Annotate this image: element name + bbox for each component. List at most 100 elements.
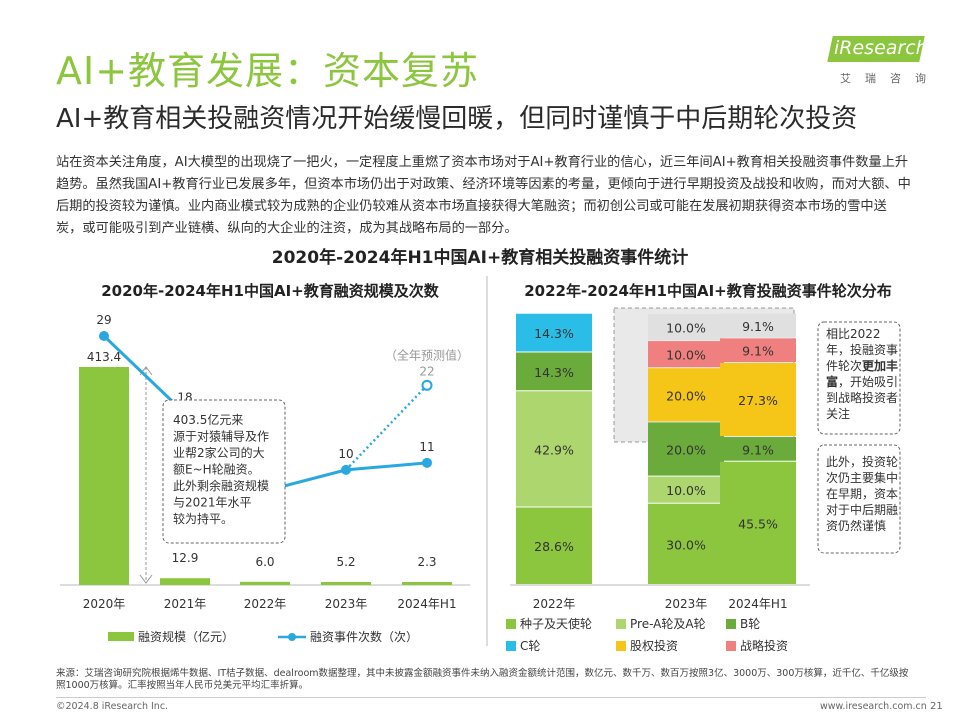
events-point — [422, 457, 432, 468]
callout-2-text: 在早期，资本 — [826, 487, 898, 501]
stacked-segment — [720, 338, 796, 363]
left-chart: 413.4 2020年 12.9 2021年 6.0 2022年 5.2 2023年 2.3 20… — [60, 313, 470, 644]
copyright: ©2024.8 iResearch Inc. — [56, 701, 169, 712]
funding-bar-label: 413.4 — [87, 350, 121, 364]
forecast-line — [345, 384, 428, 471]
segment-label: 14.3% — [534, 326, 574, 341]
events-point — [99, 331, 109, 341]
annotation-text: 源于对猿辅导及作 — [173, 429, 269, 444]
legend-point-events — [288, 633, 296, 641]
x-tick-label: 2022年 — [244, 597, 287, 611]
stacked-segment — [516, 391, 592, 507]
chart-divider — [486, 276, 488, 646]
callout-1-text: 到战略投资者 — [826, 390, 898, 405]
callout-2-text: 次仍主要集中 — [826, 470, 898, 485]
annotation-text: 额E~H轮融资。 — [173, 463, 260, 477]
callout-box-2 — [817, 444, 901, 554]
stacked-segment — [720, 461, 796, 584]
x-tick-label: 2020年 — [83, 597, 126, 611]
funding-bar-label: 5.2 — [336, 555, 355, 569]
x-tick-label: 2023年 — [325, 597, 368, 611]
site-url[interactable]: www.iresearch.com.cn — [820, 701, 927, 712]
main-chart-title: 2020年-2024年H1中国AI+教育相关投融资事件统计 — [271, 248, 689, 268]
logo-cn-text: 艾瑞咨询 — [840, 72, 940, 85]
segment-label: 45.5% — [738, 516, 778, 531]
stacked-segment — [516, 507, 592, 584]
funding-bar-label: 12.9 — [172, 551, 199, 565]
events-point-label: 29 — [96, 313, 111, 327]
funding-bar — [79, 367, 129, 585]
legend-swatch — [506, 641, 516, 651]
annotation-text: 此外剩余融资规模 — [173, 478, 269, 493]
iresearch-logo: iResearch 艾瑞咨询 — [824, 34, 928, 92]
stacked-segment — [648, 422, 724, 476]
callout-2-text: 此外，投资轮 — [826, 454, 898, 469]
stacked-segment — [720, 313, 796, 338]
footer-divider — [56, 697, 926, 698]
stacked-segment — [648, 341, 724, 368]
legend-label: C轮 — [520, 639, 540, 653]
annotation-text: 403.5亿元来 — [173, 412, 243, 427]
stacked-segment — [648, 314, 724, 341]
segment-label: 9.1% — [742, 319, 774, 334]
annotation-text: 业帮2家公司的大 — [173, 445, 265, 460]
events-point-label: 10 — [338, 447, 353, 461]
segment-label: 14.3% — [534, 365, 574, 380]
funding-bar — [240, 581, 290, 585]
x-tick-label: 2021年 — [164, 597, 207, 611]
segment-label: 9.1% — [742, 344, 774, 359]
forecast-point — [421, 379, 433, 391]
callout-box-1 — [817, 321, 901, 435]
stacked-segment — [516, 313, 592, 352]
legend-label: 股权投资 — [630, 638, 678, 653]
segment-label: 28.6% — [534, 539, 574, 554]
annotation-box — [162, 399, 286, 544]
callout-1-text: 关注 — [826, 406, 850, 421]
page-title: AI+教育发展：资本复苏 — [56, 49, 480, 93]
funding-bar-label: 2.3 — [417, 555, 436, 569]
source-note: 来源：艾瑞咨询研究院根据烯牛数据、IT桔子数据、dealroom数据整理，其中未… — [56, 668, 909, 691]
stacked-segment — [648, 368, 724, 422]
legend-label: Pre-A轮及A轮 — [630, 617, 706, 631]
funding-bar — [402, 582, 452, 585]
callout-1-text: 相比2022 — [826, 327, 881, 341]
segment-label: 9.1% — [742, 442, 774, 457]
legend-label: 战略投资 — [740, 638, 788, 653]
x-tick-label: 2022年 — [533, 597, 576, 611]
segment-label: 10.0% — [666, 483, 706, 498]
legend-swatch — [506, 619, 516, 629]
segment-label: 10.0% — [666, 321, 706, 336]
legend-swatch — [726, 619, 736, 629]
legend-label: B轮 — [740, 617, 760, 631]
segment-label: 20.0% — [666, 443, 706, 458]
callout-1-text: 年，投融资事 — [826, 342, 898, 357]
callout-2-text: 资仍然谨慎 — [826, 518, 886, 533]
right-chart: 28.6% 42.9% 14.3% 14.3% 2022年 30.0% 10.0% 20.0%… — [506, 307, 901, 653]
stacked-segment — [720, 363, 796, 437]
forecast-label: 22 — [419, 364, 434, 378]
funding-bar — [160, 578, 210, 585]
events-point-label: 11 — [419, 440, 434, 454]
x-tick-label: 2023年 — [665, 597, 708, 611]
segment-label: 20.0% — [666, 388, 706, 403]
segment-label: 42.9% — [534, 442, 574, 457]
forecast-note: （全年预测值） — [385, 347, 469, 362]
left-chart-title: 2020年-2024年H1中国AI+教育融资规模及次数 — [101, 282, 439, 300]
legend-swatch — [726, 641, 736, 651]
callout-1-text: 富，开始吸引 — [826, 374, 898, 389]
funding-bar — [321, 582, 371, 585]
events-point — [341, 464, 351, 475]
legend-label: 种子及天使轮 — [520, 616, 592, 631]
stacked-segment — [648, 503, 724, 584]
intro-paragraph: 站在资本关注角度，AI大模型的出现烧了一把火，一定程度上重燃了资本市场对于AI+… — [56, 155, 911, 236]
page-number: 21 — [930, 701, 943, 712]
x-tick-label: 2024年H1 — [728, 597, 787, 611]
funding-bar-label: 6.0 — [255, 555, 274, 569]
stacked-segment — [720, 437, 796, 461]
segment-label: 27.3% — [738, 393, 778, 408]
logo-text: iResearch — [834, 37, 928, 59]
legend-swatch — [616, 619, 626, 629]
segment-label: 30.0% — [666, 537, 706, 552]
callout-2-text: 对于中后期融 — [826, 502, 898, 517]
annotation-text: 较为持平。 — [173, 511, 233, 526]
